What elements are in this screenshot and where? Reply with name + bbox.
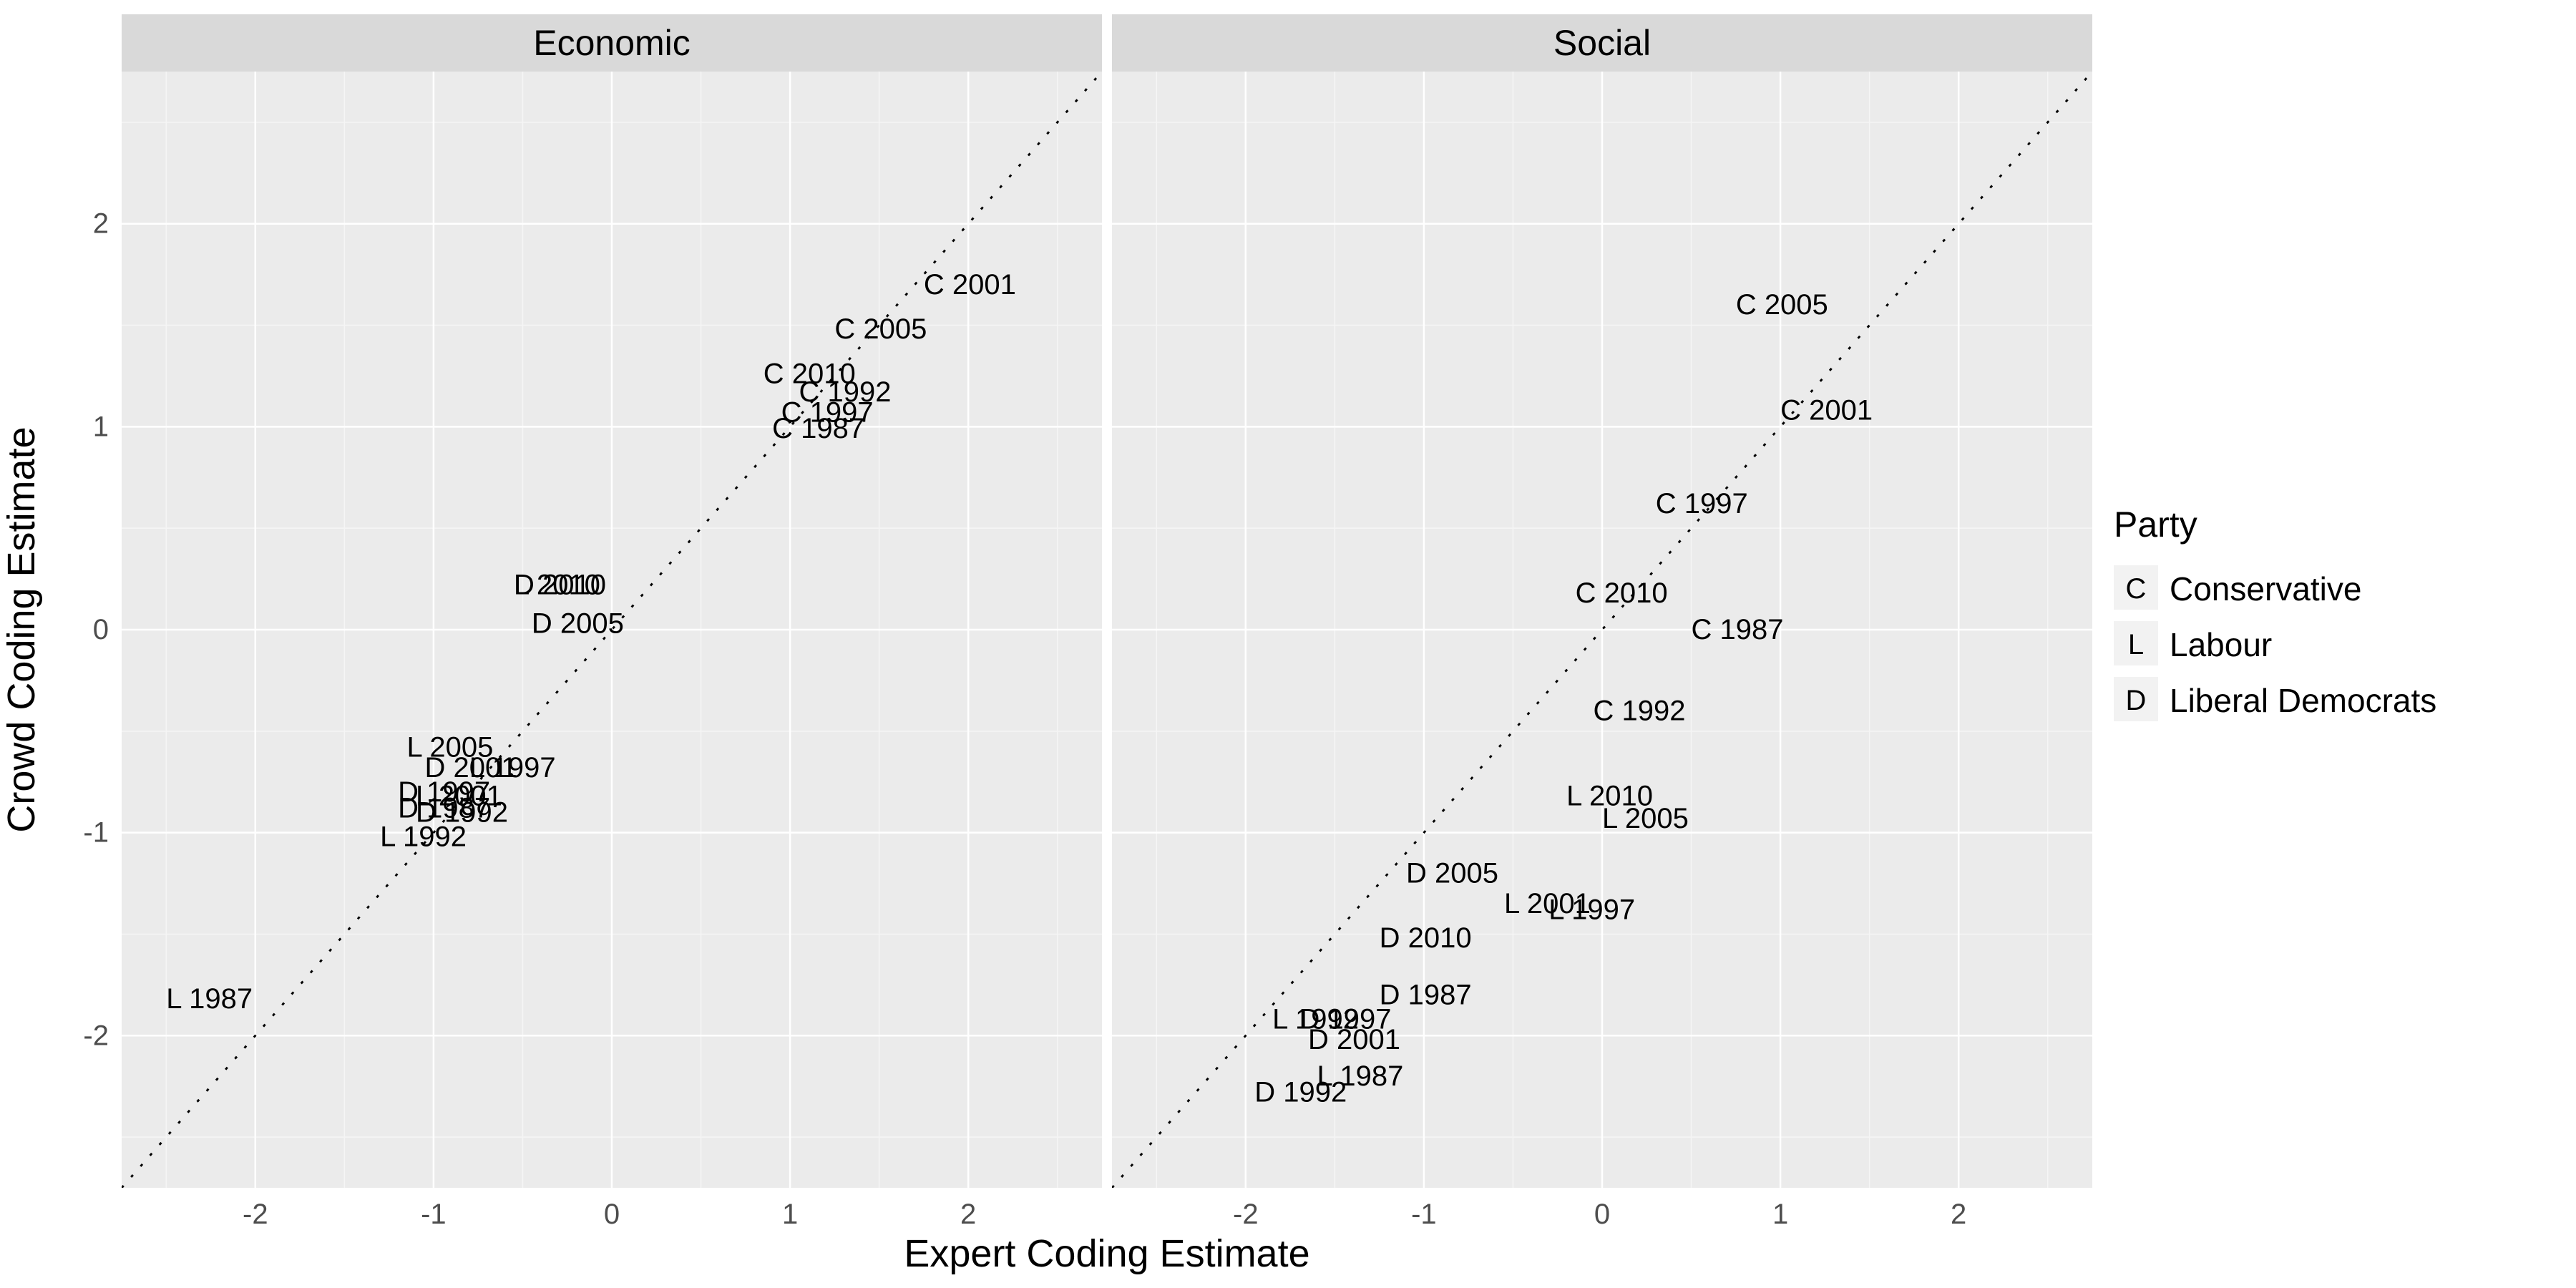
data-point-label: C 1987 [1692, 614, 1784, 645]
data-point-label: L 1992 [380, 821, 467, 852]
data-point-label: D 2005 [532, 608, 624, 639]
data-point-label: C 2005 [1736, 289, 1828, 321]
legend-item: C Conservative [2114, 565, 2361, 610]
data-point-label: D 2001 [1308, 1024, 1400, 1055]
data-point-label: L 2005 [1602, 803, 1689, 834]
data-point-label: D 2010 [1380, 922, 1472, 954]
legend-key: L [2128, 629, 2144, 660]
data-point-label: C 2010 [1576, 577, 1668, 609]
x-tick-label: 1 [782, 1199, 798, 1230]
x-axis-title: Expert Coding Estimate [904, 1232, 1309, 1275]
data-point-label: C 2001 [924, 269, 1016, 301]
scatter-faceted-chart: Crowd Coding Estimate Expert Coding Esti… [0, 0, 2576, 1288]
legend-key: D [2126, 685, 2147, 716]
legend-item: L Labour [2114, 621, 2272, 665]
x-tick-label: 0 [1594, 1199, 1610, 1230]
legend: Party C Conservative L Labour D Liberal Democr… [2114, 504, 2436, 721]
legend-label: Labour [2170, 626, 2272, 663]
facet-social: Social -2 -1 0 1 2 C 2005 C 2001 C 1997 C 2010 C 1… [1112, 14, 2092, 1230]
legend-label: Liberal Democrats [2170, 682, 2436, 719]
data-point-label: D 1987 [1380, 980, 1472, 1011]
y-tick-label: 0 [93, 614, 109, 645]
facet-title: Social [1553, 23, 1651, 63]
data-point-label: D 1992 [1254, 1077, 1347, 1108]
x-tick-label: -2 [1233, 1199, 1259, 1230]
legend-item: D Liberal Democrats [2114, 677, 2436, 721]
y-tick-label: 2 [93, 208, 109, 240]
y-tick-label: -2 [83, 1020, 109, 1051]
x-tick-label: 0 [604, 1199, 620, 1230]
data-point-label: L 1987 [166, 983, 253, 1015]
data-point-label: C 1987 [772, 413, 864, 444]
legend-title: Party [2114, 504, 2197, 545]
facet-economic: Economic-2-1012-2-1012C 2001C 2005C 2010… [83, 14, 1102, 1230]
x-tick-label: 1 [1772, 1199, 1788, 1230]
legend-label: Conservative [2170, 570, 2361, 608]
x-tick-label: -1 [421, 1199, 447, 1230]
y-tick-label: 1 [93, 411, 109, 442]
x-tick-label: 2 [1951, 1199, 1966, 1230]
facet-title: Economic [533, 23, 691, 63]
data-point-label: L 1997 [1548, 894, 1635, 925]
x-tick-label: -2 [243, 1199, 268, 1230]
legend-key: C [2126, 573, 2147, 605]
x-tick-label: 2 [960, 1199, 976, 1230]
y-tick-label: -1 [83, 817, 109, 849]
data-point-label: C 1992 [1594, 695, 1686, 726]
data-point-label: D 2010 [514, 570, 606, 601]
x-tick-label: -1 [1411, 1199, 1437, 1230]
data-point-label: C 2005 [834, 313, 927, 345]
data-point-label: C 2001 [1780, 395, 1873, 426]
data-point-label: C 1997 [1656, 488, 1748, 519]
y-axis-title: Crowd Coding Estimate [0, 426, 43, 832]
data-point-label: D 2005 [1406, 857, 1498, 889]
